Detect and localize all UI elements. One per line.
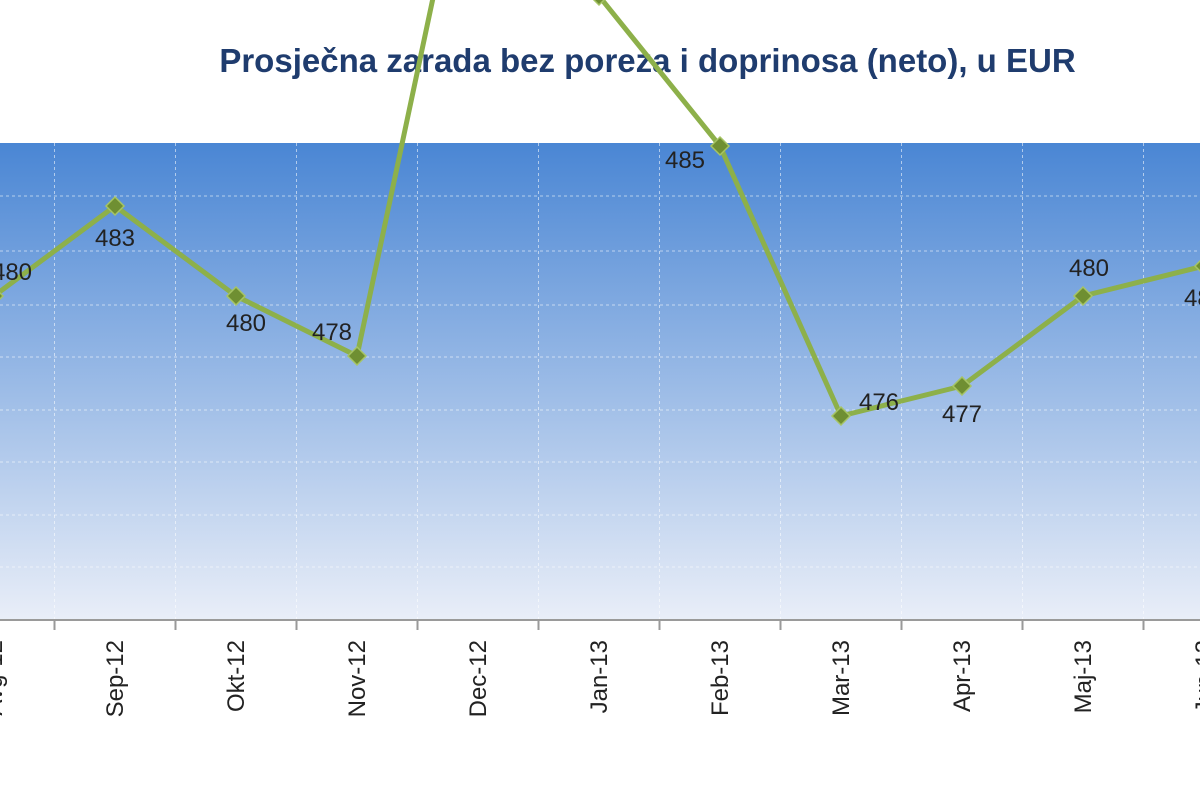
x-tick-label: Okt-12	[223, 640, 250, 712]
data-point-marker	[1072, 285, 1094, 307]
data-label: 478	[312, 319, 352, 346]
x-tick-label: Maj-13	[1070, 640, 1097, 713]
data-label: 481	[1184, 285, 1200, 312]
x-tick-label: Jan-13	[586, 640, 613, 713]
plot-area	[0, 143, 1200, 620]
x-tick-label: Dec-12	[465, 640, 492, 717]
x-tick-label: Jun-13	[1191, 640, 1200, 713]
data-point-marker	[104, 195, 126, 217]
data-point-marker	[951, 375, 973, 397]
data-label: 480	[1069, 255, 1109, 282]
x-tick-label: Sep-12	[102, 640, 129, 717]
data-label: 477	[942, 401, 982, 428]
data-label: 483	[95, 225, 135, 252]
data-label: 480	[226, 310, 266, 337]
data-label: 480	[0, 259, 32, 286]
x-tick-label: Nov-12	[344, 640, 371, 717]
x-axis: Avg-12 Sep-12 Okt-12 Nov-12 Dec-12 Jan-13 Feb-…	[0, 620, 1200, 717]
series-line	[0, 0, 1200, 419]
data-point-marker	[830, 405, 852, 427]
data-point-marker	[592, 0, 606, 7]
data-labels: 480483480478497490485476477480481	[0, 147, 1200, 428]
data-label: 485	[665, 147, 705, 174]
x-tick-label: Avg-12	[0, 640, 8, 716]
data-point-marker	[346, 345, 368, 367]
data-label: 476	[859, 389, 899, 416]
series-group	[0, 0, 1200, 427]
data-point-marker	[709, 135, 731, 157]
chart-title: Prosječna zarada bez poreza i doprinosa …	[219, 42, 1076, 79]
data-point-marker	[0, 291, 5, 301]
x-tick-label: Feb-13	[707, 640, 734, 716]
x-tick-label: Apr-13	[949, 640, 976, 712]
x-tick-label: Mar-13	[828, 640, 855, 716]
gridlines	[0, 143, 1200, 620]
data-point-marker	[225, 285, 247, 307]
data-point-marker	[1193, 259, 1200, 273]
